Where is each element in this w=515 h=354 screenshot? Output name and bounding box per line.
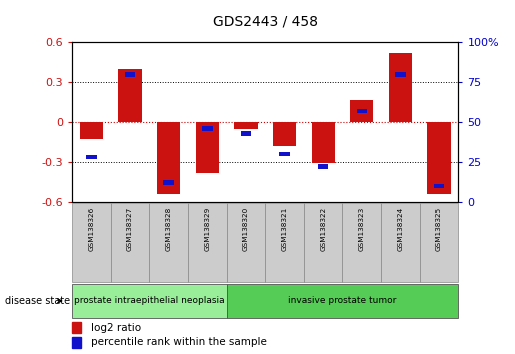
Text: log2 ratio: log2 ratio <box>92 322 142 332</box>
Bar <box>72 337 81 348</box>
Bar <box>434 183 444 188</box>
FancyBboxPatch shape <box>149 204 188 281</box>
FancyBboxPatch shape <box>342 204 381 281</box>
FancyBboxPatch shape <box>265 204 304 281</box>
Text: GSM138328: GSM138328 <box>166 207 171 251</box>
Text: GSM138320: GSM138320 <box>243 207 249 251</box>
Bar <box>163 180 174 185</box>
FancyBboxPatch shape <box>420 204 458 281</box>
Text: percentile rank within the sample: percentile rank within the sample <box>92 337 267 348</box>
Text: invasive prostate tumor: invasive prostate tumor <box>288 296 397 306</box>
Text: prostate intraepithelial neoplasia: prostate intraepithelial neoplasia <box>74 296 225 306</box>
FancyBboxPatch shape <box>72 204 111 281</box>
Bar <box>273 122 296 146</box>
Bar <box>157 122 180 194</box>
Text: GSM138324: GSM138324 <box>398 207 403 251</box>
Text: GSM138325: GSM138325 <box>436 207 442 251</box>
Text: GSM138329: GSM138329 <box>204 207 210 251</box>
Bar <box>389 53 412 122</box>
Text: GSM138321: GSM138321 <box>282 207 287 251</box>
Text: disease state: disease state <box>5 296 70 306</box>
Text: GSM138323: GSM138323 <box>359 207 365 251</box>
Bar <box>202 126 213 131</box>
FancyBboxPatch shape <box>227 284 458 318</box>
Bar <box>427 122 451 194</box>
Bar <box>86 155 97 160</box>
Text: GSM138326: GSM138326 <box>89 207 94 251</box>
FancyBboxPatch shape <box>304 204 342 281</box>
Text: GSM138322: GSM138322 <box>320 207 326 251</box>
FancyBboxPatch shape <box>227 204 265 281</box>
Bar <box>72 322 81 333</box>
Bar <box>125 72 135 77</box>
Text: GDS2443 / 458: GDS2443 / 458 <box>213 14 318 28</box>
Bar <box>312 122 335 163</box>
Bar <box>356 109 367 113</box>
Bar <box>350 99 373 122</box>
FancyBboxPatch shape <box>111 204 149 281</box>
Bar <box>80 122 103 139</box>
Bar <box>234 122 258 129</box>
Bar <box>395 72 406 77</box>
FancyBboxPatch shape <box>188 204 227 281</box>
Bar <box>196 122 219 172</box>
Bar <box>118 69 142 122</box>
FancyBboxPatch shape <box>72 284 227 318</box>
Bar <box>318 164 329 169</box>
Text: GSM138327: GSM138327 <box>127 207 133 251</box>
FancyArrowPatch shape <box>58 299 62 303</box>
Bar <box>241 131 251 136</box>
FancyBboxPatch shape <box>381 204 420 281</box>
Bar <box>279 152 290 156</box>
